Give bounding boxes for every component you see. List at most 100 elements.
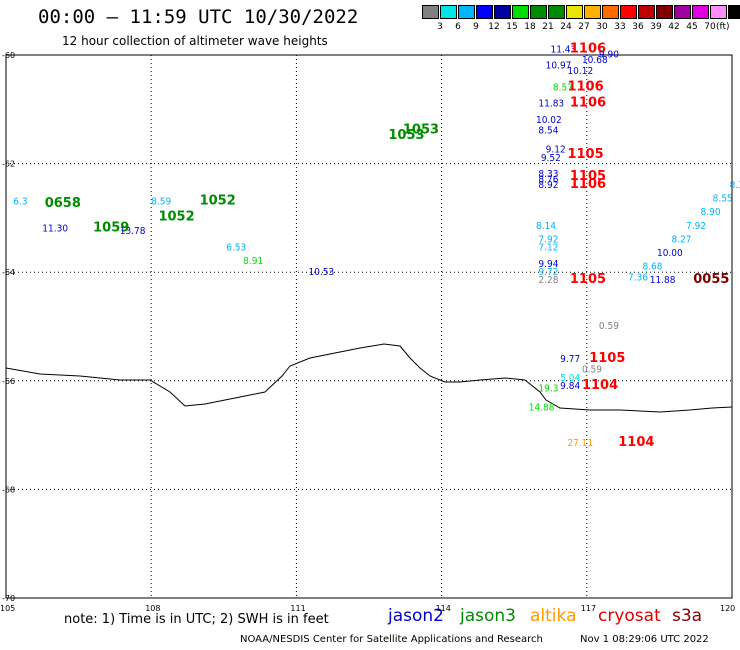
wave-height-label: 0055 xyxy=(693,272,729,287)
latitude-label: -66 xyxy=(2,377,15,386)
color-scale-label: 24 xyxy=(560,22,572,32)
map-title: 00:00 – 11:59 UTC 10/30/2022 xyxy=(38,6,359,28)
color-swatch xyxy=(548,5,565,19)
color-swatch xyxy=(566,5,583,19)
wave-height-label: 19.3 xyxy=(538,384,558,395)
wave-height-label: 27.11 xyxy=(567,438,593,449)
wave-height-label: 1105 xyxy=(570,169,606,184)
wave-height-label: 10.68 xyxy=(582,55,608,66)
color-scale-label: 21 xyxy=(542,22,554,32)
wave-height-label: 8.68 xyxy=(642,261,662,272)
color-swatch xyxy=(584,5,601,19)
color-scale-label: 42 xyxy=(668,22,680,32)
color-scale-label: 33 xyxy=(614,22,626,32)
wave-height-label: 10.00 xyxy=(657,248,683,259)
color-swatch xyxy=(692,5,709,19)
wave-height-label: 9.72 xyxy=(538,267,558,278)
longitude-label: 108 xyxy=(145,604,160,613)
color-swatch xyxy=(710,5,727,19)
wave-height-label: 11.88 xyxy=(650,275,676,286)
wave-height-label: 1052 xyxy=(200,193,236,208)
wave-height-label: 1106 xyxy=(570,177,606,192)
credit-text: NOAA/NESDIS Center for Satellite Applica… xyxy=(240,634,543,645)
wave-height-label: 9.12 xyxy=(546,145,566,156)
map-subtitle: 12 hour collection of altimeter wave hei… xyxy=(62,34,328,48)
color-swatch xyxy=(674,5,691,19)
longitude-label: 117 xyxy=(581,604,596,613)
wave-height-label: 1105 xyxy=(567,147,603,162)
generated-timestamp: Nov 1 08:29:06 UTC 2022 xyxy=(580,634,709,645)
legend-item-altika: altika xyxy=(530,606,577,626)
color-scale-label: 18 xyxy=(524,22,536,32)
wave-height-label: 10.12 xyxy=(567,66,593,77)
longitude-label: 120 xyxy=(720,604,735,613)
map-frame xyxy=(5,54,733,599)
latitude-label: -64 xyxy=(2,268,15,277)
wave-height-label: 7.36 xyxy=(628,272,648,283)
color-scale-bar xyxy=(422,5,740,19)
color-swatch xyxy=(494,5,511,19)
wave-height-label: 1105 xyxy=(570,272,606,287)
wave-height-label: 8.90 xyxy=(701,207,721,218)
color-swatch xyxy=(638,5,655,19)
wave-height-label: 8.91 xyxy=(243,256,263,267)
longitude-label: 105 xyxy=(0,604,15,613)
antarctic-coastline xyxy=(5,343,733,413)
wave-height-label: 11.30 xyxy=(42,223,68,234)
color-swatch xyxy=(476,5,493,19)
wave-height-label: 8.92 xyxy=(538,180,558,191)
legend-item-cryosat: cryosat xyxy=(598,606,661,626)
wave-height-label: 8.32 xyxy=(730,180,740,191)
wave-height-label: 8.59 xyxy=(151,196,171,207)
color-swatch xyxy=(656,5,673,19)
longitude-label: 114 xyxy=(436,604,451,613)
wave-height-label: 9.90 xyxy=(599,50,619,61)
color-scale-label: 39 xyxy=(650,22,662,32)
legend-item-jason2: jason2 xyxy=(388,606,444,626)
wave-height-label: 1106 xyxy=(570,96,606,111)
legend-item-jason3: jason3 xyxy=(460,606,516,626)
color-swatch xyxy=(440,5,457,19)
wave-height-label: 8.57 xyxy=(553,82,573,93)
wave-height-label: 6.3 xyxy=(13,196,27,207)
color-scale-units: (ft) xyxy=(716,22,730,32)
color-scale-label: 3 xyxy=(437,22,443,32)
wave-height-label: 8.55 xyxy=(713,194,733,205)
wave-height-label: 9.52 xyxy=(541,153,561,164)
wave-height-label: 1106 xyxy=(570,41,606,56)
wave-height-label: 0658 xyxy=(45,196,81,211)
wave-height-label: 6.53 xyxy=(226,242,246,253)
color-scale-label: 27 xyxy=(578,22,590,32)
latitude-label: -62 xyxy=(2,160,15,169)
wave-height-label: 1053 xyxy=(388,128,424,143)
color-swatch xyxy=(422,5,439,19)
wave-height-label: 10.02 xyxy=(536,115,562,126)
color-scale-label: 70 xyxy=(704,22,716,32)
wave-height-label: 14.88 xyxy=(529,403,555,414)
legend-note: note: 1) Time is in UTC; 2) SWH is in fe… xyxy=(64,612,329,627)
wave-height-label: 1104 xyxy=(618,435,654,450)
color-scale-label: 15 xyxy=(506,22,518,32)
color-swatch xyxy=(458,5,475,19)
wave-height-label: 2.28 xyxy=(538,275,558,286)
wave-height-label: 9.94 xyxy=(538,259,558,270)
color-scale-label: 36 xyxy=(632,22,644,32)
wave-height-label: 11.83 xyxy=(538,99,564,110)
wave-height-label: 8.76 xyxy=(538,175,558,186)
legend-item-s3a: s3a xyxy=(672,606,703,626)
wave-height-label: 10.53 xyxy=(309,267,335,278)
latitude-label: -60 xyxy=(2,51,15,60)
wave-height-label: 10.97 xyxy=(546,61,572,72)
wave-height-label: 0.59 xyxy=(582,365,602,376)
wave-height-label: 8.27 xyxy=(672,234,692,245)
wave-height-label: 13.78 xyxy=(120,226,146,237)
color-scale-label: 45 xyxy=(686,22,698,32)
wave-height-label: 1106 xyxy=(567,79,603,94)
wave-height-label: 0.59 xyxy=(599,321,619,332)
wave-height-label: 9.77 xyxy=(560,354,580,365)
wave-height-label: 1059 xyxy=(93,220,129,235)
color-swatch xyxy=(728,5,740,19)
color-scale-label: 12 xyxy=(488,22,500,32)
latitude-label: -68 xyxy=(2,485,15,494)
